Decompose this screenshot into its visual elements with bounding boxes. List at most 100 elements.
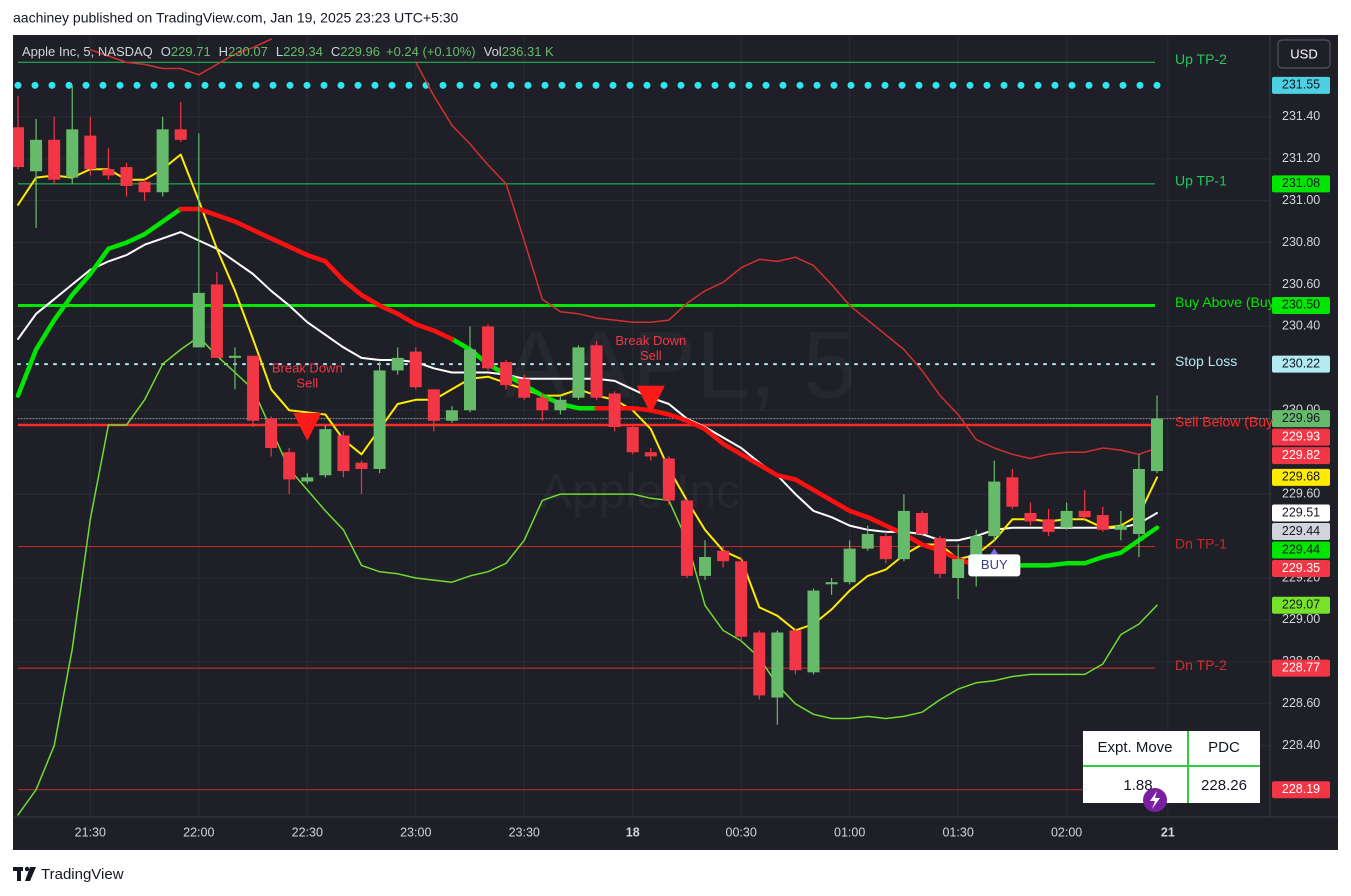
- price-tag-label: 228.19: [1282, 782, 1320, 796]
- price-tag: [1272, 76, 1330, 94]
- price-tag: [1272, 504, 1330, 522]
- candle-body: [753, 632, 766, 696]
- price-tag-label: 228.77: [1282, 660, 1320, 674]
- candle-body: [843, 548, 856, 583]
- price-tag-label: 229.44: [1282, 542, 1320, 556]
- symbol-legend: Apple Inc, 5, NASDAQ O229.71 H230.07 L229.3…: [22, 44, 554, 59]
- ohlc-value: 230.07: [228, 44, 268, 59]
- symbol-title: Apple Inc, 5, NASDAQ: [22, 44, 153, 59]
- y-tick-label: 230.60: [1282, 277, 1320, 291]
- candle-body: [13, 127, 25, 168]
- price-tag-label: 229.44: [1282, 524, 1320, 538]
- currency-label: USD: [1290, 46, 1317, 61]
- level-label: Up TP-1: [1175, 173, 1227, 189]
- x-tick-label: 23:00: [400, 825, 431, 839]
- x-tick-label: 01:00: [834, 825, 865, 839]
- signal-label: Break Down: [272, 360, 343, 375]
- price-tag: [1272, 468, 1330, 486]
- candle-body: [771, 632, 784, 698]
- candle-body: [699, 557, 712, 576]
- candle-body: [608, 393, 621, 428]
- candle-body: [66, 129, 79, 178]
- y-tick-label: 230.80: [1282, 235, 1320, 249]
- indicator-line: [17, 231, 1158, 542]
- y-tick-label: 231.40: [1282, 109, 1320, 123]
- candle-body: [680, 500, 693, 576]
- candle-body: [536, 397, 549, 411]
- legend: Apple Inc, 5, NASDAQ O229.71 H230.07 L229.3…: [22, 44, 554, 59]
- candle-body: [445, 410, 458, 421]
- y-tick-label: 231.20: [1282, 151, 1320, 165]
- change-value: +0.24 (+0.10%): [386, 44, 476, 59]
- candle-body: [988, 481, 1001, 537]
- level-label: Dn TP-1: [1175, 535, 1227, 551]
- candle-body: [952, 559, 965, 578]
- candle-body: [789, 630, 802, 671]
- candle-body: [807, 590, 820, 673]
- price-tag-label: 229.51: [1282, 505, 1320, 519]
- candle-body: [301, 477, 314, 482]
- candle-body: [482, 326, 495, 369]
- candle-body: [1006, 477, 1019, 507]
- ohlc-key: H: [219, 44, 228, 59]
- price-tag: [1272, 428, 1330, 446]
- sell-marker: [293, 413, 322, 442]
- candle-body: [590, 345, 603, 398]
- candle-body: [897, 510, 910, 560]
- ohlc-value: 229.96: [340, 44, 380, 59]
- price-tag: [1272, 541, 1330, 559]
- x-tick-label: 02:00: [1051, 825, 1082, 839]
- candle-body: [825, 582, 838, 585]
- price-tag: [1272, 410, 1330, 428]
- indicator-line: [17, 153, 1158, 632]
- candle-body: [48, 139, 61, 180]
- price-tag-label: 231.55: [1282, 78, 1320, 92]
- buy-label: BUY: [981, 557, 1008, 572]
- logo-part: [24, 866, 30, 872]
- candle-body: [120, 167, 133, 186]
- candle-body: [861, 533, 874, 549]
- indicator-line: [17, 336, 1158, 816]
- candle-body: [572, 347, 585, 398]
- info-table: Expt. Move PDC 1.88 228.26: [1083, 731, 1260, 812]
- candle-body: [717, 550, 730, 562]
- price-tag: [1272, 560, 1330, 578]
- x-tick-label: 21: [1161, 825, 1175, 839]
- level-label: Dn TP-2: [1175, 657, 1227, 673]
- candle-body: [1060, 510, 1073, 528]
- logo-part: [25, 867, 36, 881]
- price-tag-label: 229.93: [1282, 429, 1320, 443]
- price-tag-label: 229.07: [1282, 598, 1320, 612]
- signal-label: Sell: [640, 348, 662, 363]
- y-tick-label: 230.40: [1282, 319, 1320, 333]
- candle-body: [355, 462, 368, 469]
- currency-button[interactable]: [1277, 39, 1331, 69]
- candle-body: [102, 169, 115, 176]
- footer-brand[interactable]: TradingView: [41, 866, 124, 883]
- candle-body: [644, 452, 657, 457]
- candle-body: [500, 362, 513, 386]
- price-tag-label: 229.96: [1282, 411, 1320, 425]
- axes: 231.40 231.20 231.00 230.80 230.60 230.40 230.…: [75, 76, 1330, 839]
- candle-body: [337, 435, 350, 472]
- y-tick-label: 229.00: [1282, 612, 1320, 626]
- candle-body: [283, 452, 296, 480]
- table-cell: 1.88: [1123, 777, 1152, 794]
- candle-body: [247, 355, 260, 421]
- price-tag-label: 230.50: [1282, 298, 1320, 312]
- candle-body: [879, 536, 892, 560]
- x-tick-label: 18: [626, 825, 640, 839]
- level-label: Stop Loss: [1175, 353, 1237, 369]
- sell-marker: [636, 385, 665, 414]
- watermark-name: Apple Inc: [540, 466, 740, 519]
- signal-label: Sell: [296, 375, 318, 390]
- candle-body: [409, 351, 422, 388]
- price-tag-label: 229.82: [1282, 448, 1320, 462]
- logo-part: [17, 867, 21, 881]
- candle-body: [518, 378, 531, 398]
- candle-body: [228, 355, 241, 358]
